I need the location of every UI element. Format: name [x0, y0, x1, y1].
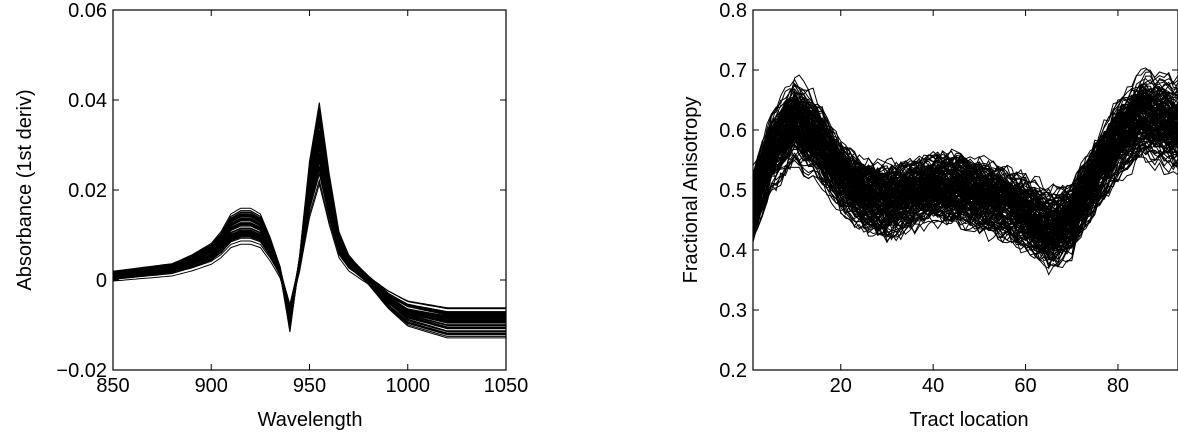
absorbance-series-line	[113, 182, 506, 317]
anisotropy-series-line	[753, 115, 1178, 244]
anisotropy-ytick-label: 0.8	[719, 0, 747, 22]
absorbance-ytick-label: −0.02	[56, 360, 107, 382]
absorbance-series-line	[113, 159, 506, 320]
anisotropy-series-line	[753, 114, 1178, 252]
absorbance-series-line	[113, 123, 506, 335]
absorbance-series-line	[113, 108, 506, 335]
absorbance-series-line	[113, 125, 506, 321]
anisotropy-xtick-label: 20	[830, 375, 852, 397]
anisotropy-ytick-label: 0.7	[719, 60, 747, 82]
anisotropy-series-line	[753, 112, 1178, 222]
anisotropy-series-line	[753, 101, 1178, 248]
absorbance-series-line	[113, 116, 506, 330]
absorbance-series-line	[113, 123, 506, 334]
absorbance-xtick-label: 1050	[484, 375, 529, 397]
absorbance-series-line	[113, 134, 506, 323]
anisotropy-series-line	[753, 122, 1178, 227]
absorbance-series-line	[113, 173, 506, 315]
absorbance-series-line	[113, 114, 506, 328]
anisotropy-xtick-label: 60	[1014, 375, 1036, 397]
absorbance-ytick-label: 0.02	[68, 180, 107, 202]
absorbance-ylabel: Absorbance (1st deriv)	[14, 89, 36, 290]
anisotropy-series-line	[753, 115, 1178, 245]
absorbance-series-line	[113, 113, 506, 337]
anisotropy-series-line	[753, 110, 1178, 221]
absorbance-series-line	[113, 117, 506, 326]
anisotropy-curves	[753, 67, 1178, 276]
absorbance-xlabel: Wavelength	[258, 409, 363, 431]
anisotropy-ytick-label: 0.3	[719, 300, 747, 322]
anisotropy-ytick-label: 0.6	[719, 120, 747, 142]
anisotropy-ytick-label: 0.4	[719, 240, 747, 262]
anisotropy-xlabel: Tract location	[909, 409, 1028, 431]
anisotropy-ticks: 20 40 60 80 0.2 0.3 0.4 0.5 0.6 0.7 0.8	[719, 0, 1178, 397]
anisotropy-xtick-label: 40	[922, 375, 944, 397]
anisotropy-series-line	[753, 101, 1178, 226]
anisotropy-ytick-label: 0.5	[719, 180, 747, 202]
absorbance-series-line	[113, 111, 506, 339]
chart-absorbance: 850 900 950 1000 1050 −0.02 0 0.02 0.04 0.06 Wave…	[14, 0, 528, 431]
absorbance-xtick-label: 1000	[386, 375, 431, 397]
absorbance-series-line	[113, 116, 506, 336]
absorbance-series-line	[113, 124, 506, 333]
anisotropy-ylabel: Fractional Anisotropy	[680, 97, 702, 284]
absorbance-series-line	[113, 124, 506, 324]
absorbance-series-line	[113, 120, 506, 335]
absorbance-xtick-label: 850	[96, 375, 129, 397]
anisotropy-ytick-label: 0.2	[719, 360, 747, 382]
absorbance-curves	[113, 102, 506, 339]
absorbance-ytick-label: 0.04	[68, 90, 107, 112]
anisotropy-series-line	[753, 129, 1178, 249]
anisotropy-series-line	[753, 82, 1178, 218]
absorbance-series-line	[113, 115, 506, 329]
anisotropy-series-line	[753, 106, 1178, 254]
anisotropy-series-line	[753, 119, 1178, 246]
absorbance-xtick-label: 900	[195, 375, 228, 397]
absorbance-series-line	[113, 120, 506, 326]
absorbance-xtick-label: 950	[293, 375, 326, 397]
absorbance-series-line	[113, 120, 506, 334]
anisotropy-series-line	[753, 118, 1178, 244]
absorbance-ytick-label: 0.06	[68, 0, 107, 22]
absorbance-ticks: 850 900 950 1000 1050 −0.02 0 0.02 0.04 0.06	[56, 0, 528, 397]
absorbance-series-line	[113, 116, 506, 335]
anisotropy-xtick-label: 80	[1107, 375, 1129, 397]
chart-fractional-anisotropy: 20 40 60 80 0.2 0.3 0.4 0.5 0.6 0.7 0.8 Tract loca…	[680, 0, 1178, 431]
absorbance-ytick-label: 0	[96, 270, 107, 292]
